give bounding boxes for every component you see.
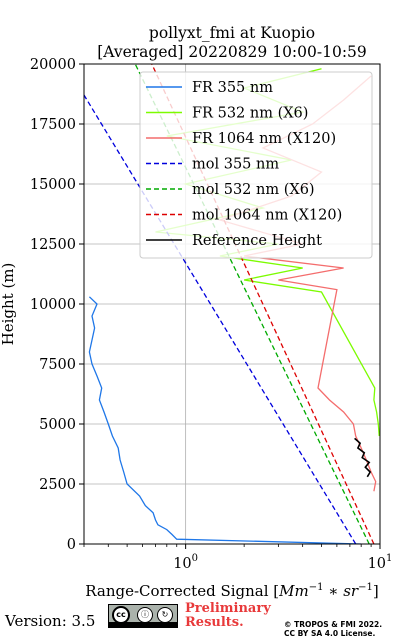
version-label: Version: 3.5 xyxy=(5,612,96,630)
series-line-reference-height xyxy=(354,437,372,478)
y-tick-label: 2500 xyxy=(39,477,76,493)
preliminary-line1: Preliminary xyxy=(185,601,271,616)
copyright-line2: CC BY SA 4.0 License. xyxy=(284,629,376,638)
cc-by-sa-badge-icon[interactable]: cc ⓘ ↻ xyxy=(108,604,178,628)
legend-label: mol 532 nm (X6) xyxy=(192,182,315,198)
y-tick-label: 12500 xyxy=(30,237,76,253)
copyright-notice: © TROPOS & FMI 2022. CC BY SA 4.0 Licens… xyxy=(284,620,382,638)
y-tick-label: 15000 xyxy=(30,177,76,193)
legend-label: mol 1064 nm (X120) xyxy=(192,208,342,224)
y-tick-label: 17500 xyxy=(30,117,76,133)
y-axis-label: Height (m) xyxy=(0,263,17,346)
y-tick-label: 7500 xyxy=(39,357,76,373)
axes-ticks: 0 2500 5000 7500 10000 12500 15000 17500 20000 10… xyxy=(30,57,393,572)
sa-icon: ↻ xyxy=(157,607,173,623)
series-line-fr-355-nm xyxy=(88,296,362,544)
legend-box xyxy=(139,71,373,259)
x-tick-label: 100 xyxy=(173,553,198,572)
legend-label: FR 532 nm (X6) xyxy=(192,106,308,122)
legend: FR 355 nm FR 532 nm (X6) FR 1064 nm (X120)… xyxy=(139,71,373,259)
x-axis-label: Range-Corrected Signal [Mm−1 ∗ sr−1] xyxy=(85,582,378,600)
legend-label: Reference Height xyxy=(192,233,322,249)
preliminary-notice: Preliminary Results. xyxy=(185,602,271,630)
footer: Version: 3.5 cc ⓘ ↻ Preliminary Results.… xyxy=(0,600,400,640)
legend-label: FR 1064 nm (X120) xyxy=(192,131,336,147)
legend-label: mol 355 nm xyxy=(192,157,279,173)
by-icon: ⓘ xyxy=(137,607,153,623)
y-tick-label: 10000 xyxy=(30,297,76,313)
x-tick-label: 101 xyxy=(368,553,393,572)
y-tick-label: 20000 xyxy=(30,57,76,73)
copyright-line1: © TROPOS & FMI 2022. xyxy=(284,620,383,629)
series-line-mol-355-nm xyxy=(84,93,357,544)
legend-label: FR 355 nm xyxy=(192,80,273,96)
chart-title-line1: pollyxt_fmi at Kuopio xyxy=(149,24,315,42)
chart-title-line2: [Averaged] 20220829 10:00-10:59 xyxy=(97,43,367,61)
y-tick-label: 0 xyxy=(67,537,76,553)
lidar-profile-chart: 0 2500 5000 7500 10000 12500 15000 17500 20000 10… xyxy=(0,24,393,600)
y-tick-label: 5000 xyxy=(39,417,76,433)
preliminary-line2: Results. xyxy=(185,615,244,630)
badge-strip xyxy=(109,622,177,627)
